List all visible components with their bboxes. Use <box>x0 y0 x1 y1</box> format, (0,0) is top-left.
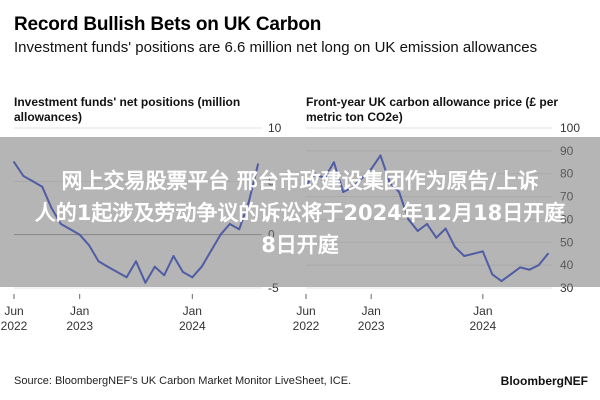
left-panel-title: Investment funds' net positions (million… <box>14 95 241 124</box>
brand-logo: BloombergNEF <box>500 374 588 388</box>
x-tick-label-0-0-1: 2022 <box>1 319 28 333</box>
source-note: Source: BloombergNEF's UK Carbon Market … <box>14 375 352 387</box>
x-tick-label-1-1-1: 2023 <box>358 319 385 333</box>
y-tick-label-1-7: 100 <box>560 121 580 135</box>
chart-title: Record Bullish Bets on UK Carbon <box>14 14 322 35</box>
x-tick-label-1-2-0: Jan <box>473 304 492 318</box>
chart-subtitle: Investment funds' positions are 6.6 mill… <box>14 39 538 56</box>
overlay-caption: 网上交易股票平台 邢台市政建设集团作为原告/上诉 人的1起涉及劳动争议的诉讼将于… <box>0 165 600 261</box>
x-tick-label-0-0-0: Jun <box>4 304 23 318</box>
x-tick-label-0-1-1: 2023 <box>66 319 93 333</box>
x-tick-label-0-2-0: Jan <box>183 304 202 318</box>
y-tick-label-0-0: -5 <box>268 281 279 295</box>
overlay-banner <box>0 137 600 287</box>
overlay-line-2: 人的1起涉及劳动争议的诉讼将于2024年12月18日开庭 <box>34 201 566 225</box>
x-tick-label-1-0-0: Jun <box>296 304 315 318</box>
right-panel-title: Front-year UK carbon allowance price (£ … <box>306 95 559 124</box>
overlay-line-3: 8日开庭 <box>261 233 339 257</box>
x-tick-label-1-1-0: Jan <box>361 304 380 318</box>
x-tick-label-1-2-1: 2024 <box>469 319 496 333</box>
x-tick-label-1-0-1: 2022 <box>293 319 320 333</box>
overlay-line-1: 网上交易股票平台 邢台市政建设集团作为原告/上诉 <box>61 169 539 193</box>
x-tick-label-0-2-1: 2024 <box>179 319 206 333</box>
y-tick-label-0-3: 10 <box>268 121 282 135</box>
x-tick-label-0-1-0: Jan <box>70 304 89 318</box>
